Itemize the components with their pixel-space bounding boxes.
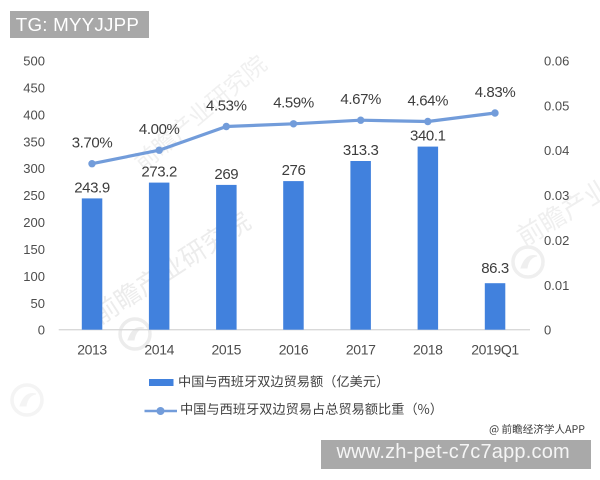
- svg-text:2016: 2016: [279, 341, 309, 357]
- svg-text:0: 0: [38, 323, 45, 338]
- svg-text:4.00%: 4.00%: [139, 121, 180, 138]
- svg-text:300: 300: [23, 161, 45, 176]
- svg-text:4.53%: 4.53%: [206, 97, 247, 114]
- svg-text:450: 450: [23, 80, 45, 95]
- svg-text:4.67%: 4.67%: [340, 91, 381, 108]
- svg-text:4.64%: 4.64%: [408, 92, 449, 109]
- svg-text:0.05: 0.05: [544, 98, 569, 113]
- svg-text:2019Q1: 2019Q1: [471, 341, 519, 357]
- svg-text:50: 50: [31, 296, 45, 311]
- svg-text:200: 200: [23, 215, 45, 230]
- svg-text:0: 0: [544, 323, 551, 338]
- svg-text:86.3: 86.3: [481, 260, 509, 277]
- svg-text:400: 400: [23, 107, 45, 122]
- svg-text:0.03: 0.03: [544, 188, 569, 203]
- svg-text:340.1: 340.1: [410, 128, 446, 145]
- svg-text:2014: 2014: [144, 341, 174, 357]
- svg-text:0.04: 0.04: [544, 143, 569, 158]
- svg-text:269: 269: [214, 166, 238, 183]
- svg-text:150: 150: [23, 242, 45, 257]
- svg-text:276: 276: [282, 162, 306, 179]
- svg-text:313.3: 313.3: [343, 142, 379, 159]
- svg-text:4.83%: 4.83%: [475, 84, 516, 101]
- svg-text:350: 350: [23, 134, 45, 149]
- svg-text:3.70%: 3.70%: [72, 135, 113, 152]
- svg-text:0.02: 0.02: [544, 233, 569, 248]
- svg-text:0.06: 0.06: [544, 54, 569, 69]
- svg-text:2013: 2013: [77, 341, 107, 357]
- svg-text:250: 250: [23, 188, 45, 203]
- svg-text:100: 100: [23, 269, 45, 284]
- svg-text:2015: 2015: [212, 341, 242, 357]
- svg-text:243.9: 243.9: [74, 179, 110, 196]
- svg-text:273.2: 273.2: [141, 164, 177, 181]
- svg-text:4.59%: 4.59%: [273, 95, 314, 112]
- svg-text:2018: 2018: [413, 341, 443, 357]
- svg-text:500: 500: [23, 54, 45, 69]
- svg-text:2017: 2017: [346, 341, 376, 357]
- svg-text:0.01: 0.01: [544, 278, 569, 293]
